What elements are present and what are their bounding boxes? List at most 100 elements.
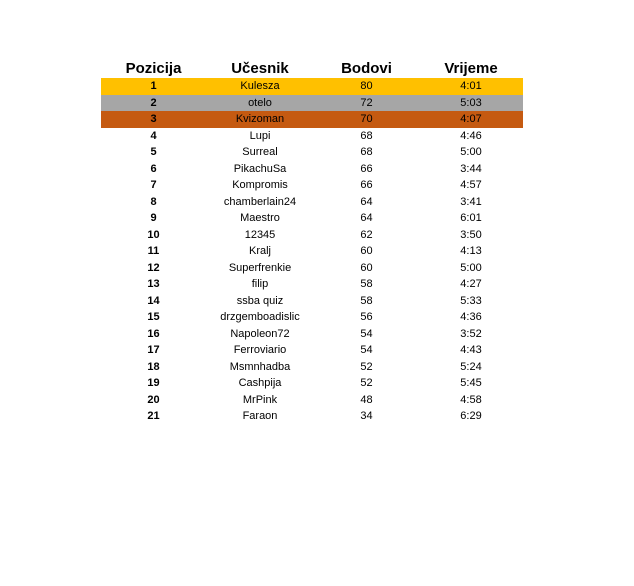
table-row: 19 Cashpija 52 5:45 xyxy=(101,375,523,392)
cell-position: 11 xyxy=(147,245,160,258)
cell-points: 72 xyxy=(314,94,419,111)
cell-position: 3 xyxy=(101,111,206,128)
header-row: Pozicija Učesnik Bodovi Vrijeme xyxy=(101,57,523,78)
cell-participant: Maestro xyxy=(240,212,280,225)
cell-points: 66 xyxy=(360,179,373,192)
cell-points: 60 xyxy=(360,245,373,258)
table-row: 15 drzgemboadislic 56 4:36 xyxy=(101,309,523,326)
cell-participant: filip xyxy=(251,278,269,291)
table-row: 4 Lupi 68 4:46 xyxy=(101,128,523,145)
cell-participant: otelo xyxy=(206,94,314,111)
cell-time: 4:58 xyxy=(460,393,482,406)
cell-points: 52 xyxy=(360,377,373,390)
table-row: 10 12345 62 3:50 xyxy=(101,227,523,244)
header-position: Pozicija xyxy=(125,60,182,77)
cell-points: 56 xyxy=(360,311,373,324)
cell-time: 4:36 xyxy=(460,311,482,324)
cell-participant: drzgemboadislic xyxy=(220,311,300,324)
table-row: 5 Surreal 68 5:00 xyxy=(101,144,523,161)
cell-time: 4:01 xyxy=(419,78,523,95)
cell-position: 4 xyxy=(150,129,157,142)
cell-position: 5 xyxy=(150,146,157,159)
cell-position: 13 xyxy=(147,278,160,291)
cell-points: 34 xyxy=(360,410,373,423)
cell-points: 80 xyxy=(314,78,419,95)
cell-participant: PikachuSa xyxy=(233,162,287,175)
cell-participant: ssba quiz xyxy=(236,294,284,307)
cell-participant: Surreal xyxy=(242,146,278,159)
cell-points: 66 xyxy=(360,162,373,175)
table-row: 6 PikachuSa 66 3:44 xyxy=(101,161,523,178)
cell-position: 2 xyxy=(101,94,206,111)
cell-points: 64 xyxy=(360,195,373,208)
cell-time: 5:33 xyxy=(460,294,482,307)
table-row: 8 chamberlain24 64 3:41 xyxy=(101,194,523,211)
cell-time: 4:07 xyxy=(419,111,523,128)
table-row: 14 ssba quiz 58 5:33 xyxy=(101,293,523,310)
header-participant: Učesnik xyxy=(231,60,289,77)
cell-time: 3:52 xyxy=(460,327,482,340)
cell-time: 5:45 xyxy=(460,377,482,390)
cell-points: 68 xyxy=(360,146,373,159)
cell-time: 6:29 xyxy=(460,410,482,423)
cell-points: 48 xyxy=(360,393,373,406)
cell-points: 54 xyxy=(360,327,373,340)
header-points: Bodovi xyxy=(341,60,392,77)
cell-points: 54 xyxy=(360,344,373,357)
cell-points: 62 xyxy=(360,228,373,241)
cell-position: 16 xyxy=(147,327,160,340)
cell-points: 60 xyxy=(360,261,373,274)
table-row: 12 Superfrenkie 60 5:00 xyxy=(101,260,523,277)
cell-participant: MrPink xyxy=(242,393,278,406)
cell-position: 15 xyxy=(147,311,160,324)
cell-participant: Faraon xyxy=(242,410,278,423)
table-row-bronze: 3 Kvizoman 70 4:07 xyxy=(101,111,523,128)
cell-points: 58 xyxy=(360,278,373,291)
table-row-silver: 2 otelo 72 5:03 xyxy=(101,94,523,111)
cell-position: 21 xyxy=(147,410,160,423)
cell-points: 68 xyxy=(360,129,373,142)
cell-position: 12 xyxy=(147,261,160,274)
cell-time: 5:00 xyxy=(460,261,482,274)
cell-participant: Cashpija xyxy=(238,377,282,390)
cell-position: 8 xyxy=(150,195,157,208)
cell-time: 4:57 xyxy=(460,179,482,192)
cell-time: 4:43 xyxy=(460,344,482,357)
cell-participant: Kulesza xyxy=(206,78,314,95)
cell-position: 10 xyxy=(147,228,160,241)
cell-time: 3:50 xyxy=(460,228,482,241)
cell-participant: Superfrenkie xyxy=(228,261,292,274)
table-body: 1 Kulesza 80 4:01 2 otelo 72 5:03 3 Kviz… xyxy=(101,78,523,425)
cell-points: 52 xyxy=(360,360,373,373)
cell-position: 7 xyxy=(150,179,157,192)
cell-points: 58 xyxy=(360,294,373,307)
cell-position: 18 xyxy=(147,360,160,373)
cell-position: 9 xyxy=(150,212,157,225)
cell-position: 14 xyxy=(147,294,160,307)
cell-position: 1 xyxy=(101,78,206,95)
table-row-gold: 1 Kulesza 80 4:01 xyxy=(101,78,523,95)
cell-time: 4:13 xyxy=(460,245,482,258)
cell-participant: Lupi xyxy=(249,129,271,142)
cell-time: 3:41 xyxy=(460,195,482,208)
cell-participant: Napoleon72 xyxy=(230,327,290,340)
cell-time: 4:46 xyxy=(460,129,482,142)
cell-time: 3:44 xyxy=(460,162,482,175)
table-row: 16 Napoleon72 54 3:52 xyxy=(101,326,523,343)
cell-position: 6 xyxy=(150,162,157,175)
cell-participant: 12345 xyxy=(244,228,276,241)
cell-participant: chamberlain24 xyxy=(223,195,297,208)
table-row: 21 Faraon 34 6:29 xyxy=(101,408,523,425)
cell-time: 6:01 xyxy=(460,212,482,225)
cell-position: 19 xyxy=(147,377,160,390)
cell-participant: Ferroviario xyxy=(233,344,287,357)
cell-participant: Kvizoman xyxy=(206,111,314,128)
cell-participant: Kompromis xyxy=(232,179,288,192)
cell-points: 70 xyxy=(314,111,419,128)
table-row: 20 MrPink 48 4:58 xyxy=(101,392,523,409)
table-row: 18 Msmnhadba 52 5:24 xyxy=(101,359,523,376)
table-row: 9 Maestro 64 6:01 xyxy=(101,210,523,227)
table-row: 11 Kralj 60 4:13 xyxy=(101,243,523,260)
cell-participant: Kralj xyxy=(248,245,271,258)
cell-position: 17 xyxy=(147,344,160,357)
